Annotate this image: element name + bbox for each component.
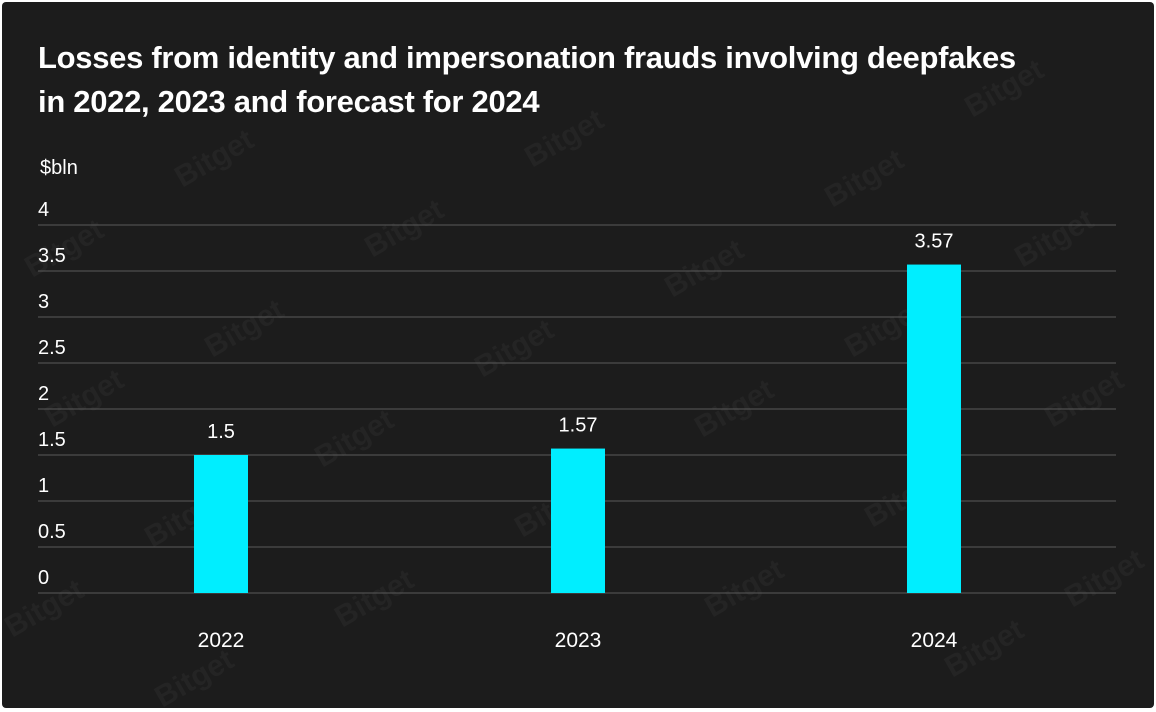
x-tick-label: 2023 <box>555 629 602 652</box>
y-tick-label: 0 <box>38 567 49 589</box>
y-tick-label: 1 <box>38 475 49 497</box>
bar-value-label: 1.5 <box>207 421 235 443</box>
y-tick-label: 4 <box>38 199 49 221</box>
y-tick-label: 2.5 <box>38 337 66 359</box>
bar-value-label: 3.57 <box>915 231 954 253</box>
y-tick-label: 3.5 <box>38 245 66 267</box>
bar <box>907 264 961 593</box>
bar-value-label: 1.57 <box>559 415 598 437</box>
y-tick-label: 0.5 <box>38 521 66 543</box>
x-tick-label: 2024 <box>911 629 958 652</box>
chart-title: Losses from identity and impersonation f… <box>38 40 1016 119</box>
bar <box>194 455 248 593</box>
x-tick-label: 2022 <box>198 629 245 652</box>
y-tick-label: 1.5 <box>38 429 66 451</box>
y-axis-unit-label: $bln <box>40 157 78 179</box>
y-tick-label: 2 <box>38 383 49 405</box>
bar <box>551 448 605 593</box>
y-tick-label: 3 <box>38 291 49 313</box>
